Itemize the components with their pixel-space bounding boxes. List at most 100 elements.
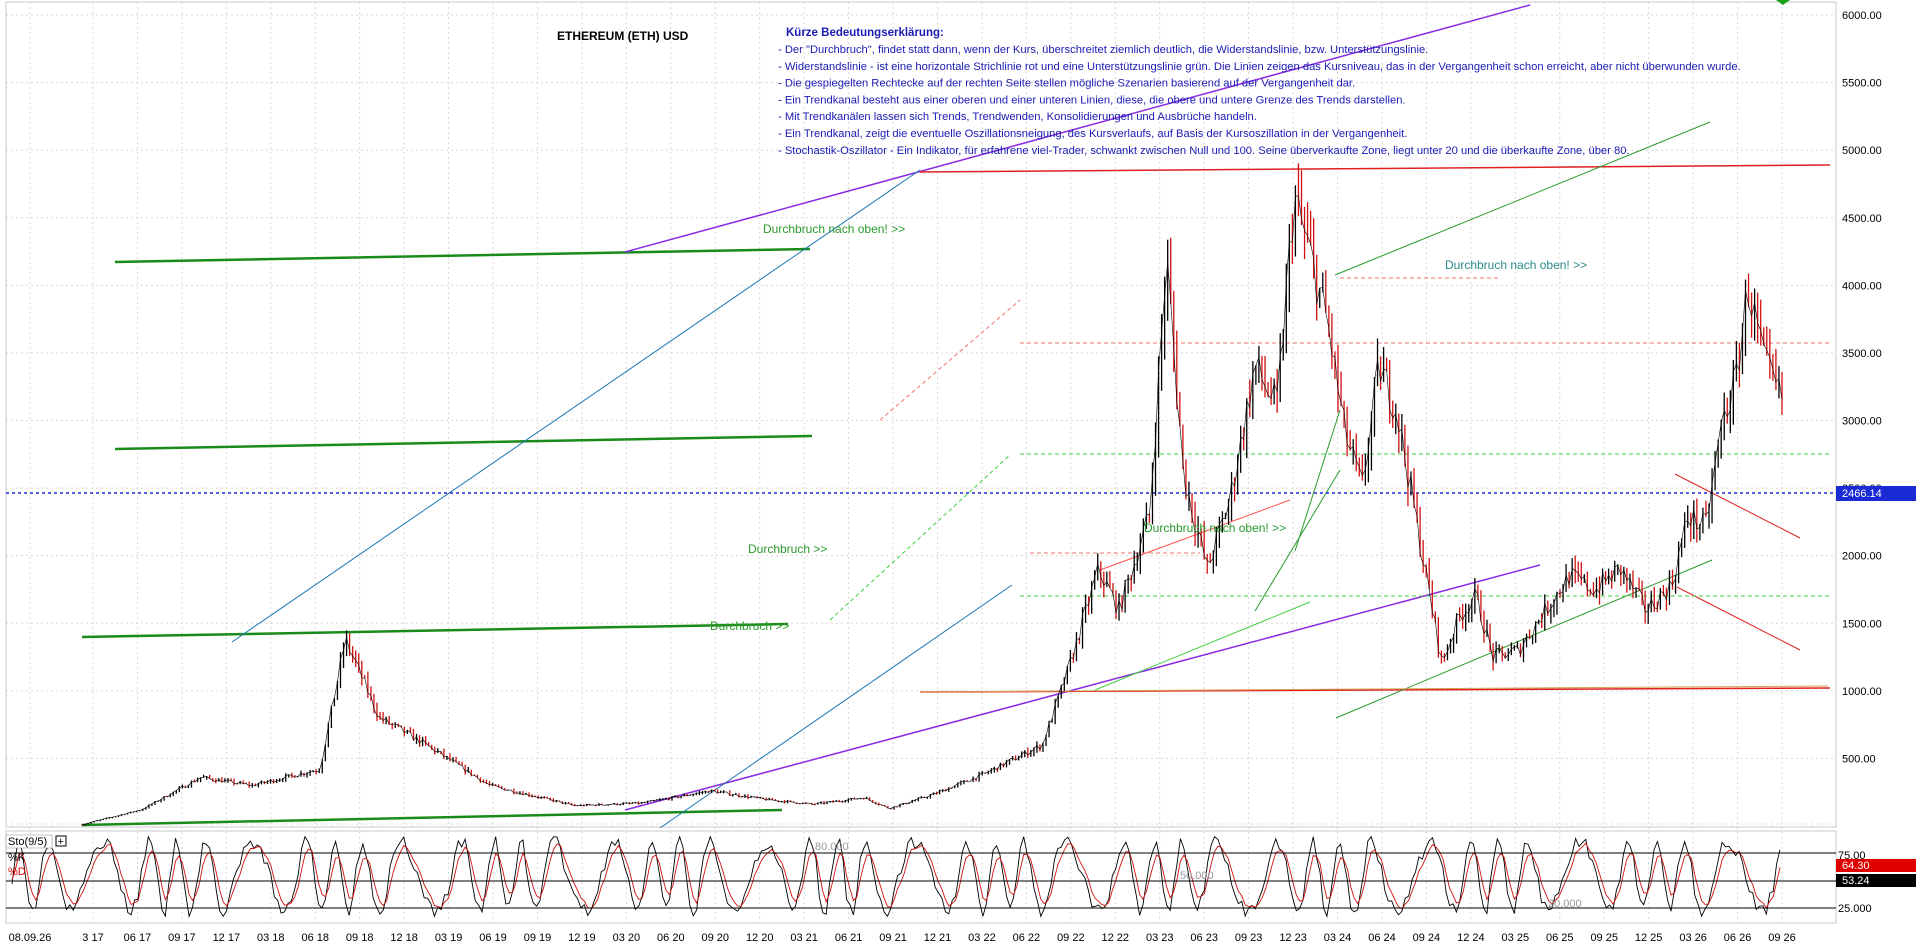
y-tick-label: 1500.00 bbox=[1842, 618, 1882, 630]
x-tick-label: 12 25 bbox=[1635, 932, 1663, 944]
x-tick-label: 12 23 bbox=[1279, 932, 1307, 944]
legend-line: - Widerstandslinie - ist eine horizontal… bbox=[778, 61, 1741, 73]
stochastic-d-line bbox=[11, 842, 1781, 910]
breakout-annotation: Durchbruch >> bbox=[710, 619, 789, 633]
y-tick-label: 4000.00 bbox=[1842, 280, 1882, 292]
osc-watermark-80: 80.000 bbox=[815, 841, 849, 853]
x-tick-label: 03 26 bbox=[1679, 932, 1707, 944]
breakout-annotation: Durchbruch nach oben! >> bbox=[763, 222, 905, 236]
blue-trend-upper bbox=[231, 169, 921, 643]
x-tick-label: 03 22 bbox=[968, 932, 996, 944]
x-tick-label: 09 22 bbox=[1057, 932, 1085, 944]
d-label: %D bbox=[8, 866, 26, 878]
osc-watermark-50: 50.000 bbox=[1180, 870, 1214, 882]
support-line-base bbox=[81, 808, 783, 827]
x-tick-label: 06 26 bbox=[1724, 932, 1752, 944]
k-label: %K bbox=[8, 852, 26, 864]
osc-watermark-20: 20.000 bbox=[1548, 898, 1582, 910]
breakout-annotation: Durchbruch nach oben! >> bbox=[1445, 258, 1587, 272]
price-plot-frame bbox=[5, 1, 1837, 828]
legend-line: - Ein Trendkanal, zeigt die eventuelle O… bbox=[778, 128, 1407, 140]
osc-name-box[interactable] bbox=[5, 834, 53, 849]
support-line-top bbox=[114, 247, 811, 264]
k-value-text: 64.30 bbox=[1842, 860, 1870, 872]
channel-upper bbox=[1334, 121, 1711, 276]
x-tick-label: 03 21 bbox=[790, 932, 818, 944]
x-tick-label: 09 21 bbox=[879, 932, 907, 944]
x-tick-label: 09 25 bbox=[1590, 932, 1618, 944]
current-price-badge bbox=[1836, 486, 1916, 501]
x-tick-label: 12 24 bbox=[1457, 932, 1485, 944]
legend-title: Kürze Bedeutungserklärung: bbox=[786, 27, 944, 39]
x-tick-label: 12 21 bbox=[924, 932, 952, 944]
x-tick-label: 06 23 bbox=[1190, 932, 1218, 944]
green-trend-mid bbox=[1094, 601, 1311, 691]
y-tick-label: 1000.00 bbox=[1842, 686, 1882, 698]
x-tick-label: 03 20 bbox=[613, 932, 641, 944]
k-value-badge bbox=[1836, 859, 1916, 872]
breakout-annotation: Durchbruch >> bbox=[748, 542, 827, 556]
rise-channel-b bbox=[1294, 409, 1341, 552]
price-series bbox=[81, 163, 1783, 826]
x-tick-label: 03 19 bbox=[435, 932, 463, 944]
x-tick-label: 12 17 bbox=[213, 932, 241, 944]
wedge-upper bbox=[1674, 473, 1801, 539]
legend-text-block: - Der "Durchbruch", findet statt dann, w… bbox=[778, 44, 1741, 157]
d-value-badge bbox=[1836, 874, 1916, 887]
x-tick-label: 09 19 bbox=[524, 932, 552, 944]
y-tick-label: 6000.00 bbox=[1842, 10, 1882, 22]
blue-trend-lower bbox=[659, 584, 1013, 829]
x-axis: 08.09.26 3 17 06 17 09 17 12 17 03 18 06 18 09 … bbox=[9, 932, 1796, 944]
x-tick-label: 3 17 bbox=[82, 932, 103, 944]
x-tick-label: 03 25 bbox=[1502, 932, 1530, 944]
y-tick-label: 3000.00 bbox=[1842, 416, 1882, 428]
x-tick-label: 03 23 bbox=[1146, 932, 1174, 944]
resistance-line-top bbox=[919, 164, 1831, 173]
plus-icon: + bbox=[58, 836, 64, 848]
x-tick-label: 06 22 bbox=[1013, 932, 1041, 944]
purple-trend-upper bbox=[624, 4, 1531, 253]
y-tick-label: 2000.00 bbox=[1842, 551, 1882, 563]
support-line-low bbox=[81, 622, 789, 639]
x-tick-label: 09 23 bbox=[1235, 932, 1263, 944]
y-tick-label: 5000.00 bbox=[1842, 145, 1882, 157]
purple-trend-lower bbox=[624, 564, 1541, 811]
osc-tick-25: 25.000 bbox=[1838, 903, 1872, 915]
x-tick-label: 12 22 bbox=[1102, 932, 1130, 944]
rise-channel-a bbox=[1254, 469, 1341, 612]
osc-expand-button[interactable] bbox=[55, 835, 67, 847]
legend-line: - Der "Durchbruch", findet statt dann, w… bbox=[778, 44, 1428, 56]
x-tick-label: 06 18 bbox=[301, 932, 329, 944]
x-tick-label: 12 20 bbox=[746, 932, 774, 944]
x-tick-label: 09 20 bbox=[701, 932, 729, 944]
chart-title: ETHEREUM (ETH) USD bbox=[557, 29, 689, 43]
x-tick-label: 12 18 bbox=[390, 932, 418, 944]
d-value-text: 53.24 bbox=[1842, 875, 1870, 887]
x-tick-label: 09 18 bbox=[346, 932, 374, 944]
x-tick-label: 06 20 bbox=[657, 932, 685, 944]
legend-line: - Mit Trendkanälen lassen sich Trends, T… bbox=[778, 111, 1257, 123]
x-tick-label: 06 17 bbox=[124, 932, 152, 944]
green-diag-a bbox=[829, 454, 1011, 621]
annotations: Durchbruch nach oben! >> Durchbruch nach … bbox=[710, 222, 1587, 633]
x-tick-label: 09 26 bbox=[1768, 932, 1796, 944]
x-tick-label: 06 19 bbox=[479, 932, 507, 944]
breakout-annotation: Durchbruch nach oben! >> bbox=[1144, 521, 1286, 535]
x-tick-label: 09 17 bbox=[168, 932, 196, 944]
x-tick-label: 03 24 bbox=[1324, 932, 1352, 944]
orange-base-line bbox=[919, 685, 1829, 693]
x-tick-label: 08.09.26 bbox=[9, 932, 52, 944]
y-tick-label: 4500.00 bbox=[1842, 213, 1882, 225]
y-tick-label: 5500.00 bbox=[1842, 78, 1882, 90]
x-tick-label: 09 24 bbox=[1413, 932, 1441, 944]
trend-lines bbox=[81, 4, 1831, 829]
y-tick-label: 500.00 bbox=[1842, 753, 1876, 765]
support-line-mid bbox=[114, 434, 813, 451]
x-tick-label: 06 24 bbox=[1368, 932, 1396, 944]
red-diag-a bbox=[879, 299, 1021, 421]
wedge-lower bbox=[1676, 586, 1801, 651]
x-tick-label: 03 18 bbox=[257, 932, 285, 944]
x-tick-label: 12 19 bbox=[568, 932, 596, 944]
